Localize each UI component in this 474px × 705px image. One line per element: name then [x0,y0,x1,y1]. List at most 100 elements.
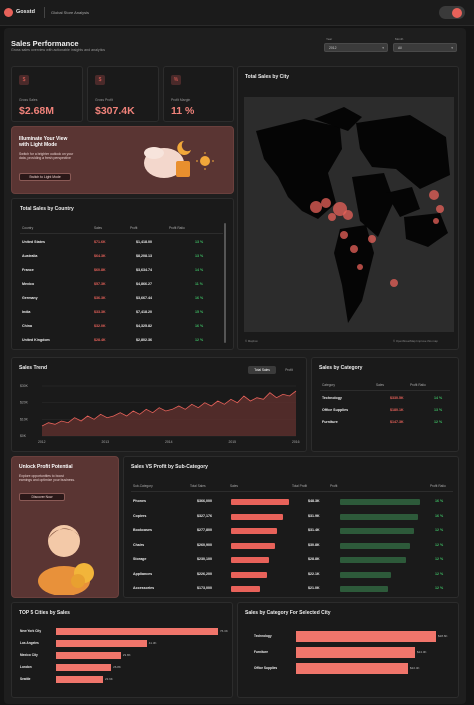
column-header[interactable]: Sales [376,383,384,387]
bar-row[interactable]: Los Angeles 41.3K [16,639,230,648]
bar-row[interactable]: Furniture $24.0K [242,647,456,659]
table-row[interactable]: Bookcases $277,800 $31.4K 12 % [131,525,453,537]
ratio-cell: 16 % [195,324,204,328]
sales-bar [231,586,260,592]
table-row[interactable]: United States $71.6K $1,418.00 13 % [20,237,223,249]
map-credit[interactable]: © OpenStreetMap Improve this map [393,339,438,343]
ratio-cell: 14 % [195,268,204,272]
column-header[interactable]: Profit Ratio [430,484,446,488]
subcategory-cell: Copiers [133,513,147,518]
table-row[interactable]: Accessories $173,000 $21.0K 12 % [131,583,453,595]
scrollbar[interactable] [224,223,226,343]
sales-cell: $57.3K [94,282,106,286]
table-row[interactable]: Australia $64.3K $8,208.13 13 % [20,251,223,263]
table-row[interactable]: Copiers $327,176 $31.9K 16 % [131,511,453,523]
bar-row[interactable]: Office Supplies $22.4K [242,663,456,675]
ratio-cell: 13 % [434,408,443,412]
card-title: Total Sales by City [245,74,290,80]
country-cell: Mexico [22,282,35,286]
profit-cell: $4,325.82 [136,324,152,328]
breadcrumb[interactable]: Global Store Analysis [51,10,90,15]
city-category-card: Sales by Category For Selected City Tech… [237,602,459,698]
table-row[interactable]: China $32.0K $4,325.82 16 % [20,321,223,333]
year-select[interactable]: 2012 ▾ [324,43,388,52]
sales-cell: $327,176 [197,513,212,518]
city-label: London [20,665,32,669]
ratio-cell: 12 % [435,557,444,561]
sales-cell: $32.0K [94,324,106,328]
profit-bar [340,528,414,534]
world-map[interactable] [244,97,454,332]
table-row[interactable]: Furniture $147.3K 12 % [320,418,450,428]
map-credit[interactable]: © Mapbox [245,339,258,343]
discover-now-button[interactable]: Discover Now [19,493,65,501]
tab-total-sales[interactable]: Total Sales [248,366,276,374]
profit-cell: $8,208.13 [136,254,152,258]
table-row[interactable]: Chairs $260,900 $30.8K 12 % [131,540,453,552]
bar-value: 41.3K [148,641,157,645]
profit-bar [340,586,388,592]
bar-row[interactable]: Technology $28.6K [242,631,456,643]
x-tick-label: 2016 [292,440,300,444]
column-header[interactable]: Country [22,226,34,230]
country-sales-card: Total Sales by Country Country Sales Pro… [11,198,234,350]
country-cell: India [22,310,31,314]
profit-cell: $31.9K [308,513,320,518]
column-header[interactable]: Profit Ratio [169,226,185,230]
kpi-card-gross-sales: $ Gross Sales $2.68M [11,66,83,122]
column-header[interactable]: Category [322,383,335,387]
city-map-card: Total Sales by City © Mapbox © OpenStree… [237,66,459,350]
profit-cell: $30.8K [308,542,320,547]
table-row[interactable]: Office Supplies $180.1K 13 % [320,406,450,416]
month-select[interactable]: All ▾ [393,43,457,52]
bar-value: 23.9K [104,677,113,681]
country-cell: France [22,268,34,272]
column-header[interactable]: Profit Ratio [410,383,426,387]
column-header[interactable]: Total Profit [292,484,308,488]
category-cell: Furniture [322,420,338,424]
ratio-cell: 16 % [435,513,444,518]
profit-cell: $3,634.74 [136,268,152,272]
table-row[interactable]: France $60.8K $3,634.74 14 % [20,265,223,277]
x-tick-label: 2013 [102,440,110,444]
profit-cell: $48.3K [308,499,320,503]
column-header[interactable]: Total Sales [190,484,206,488]
table-row[interactable]: Appliances $226,200 $22.1K 12 % [131,569,453,581]
profit-cell: $1,418.00 [136,240,152,244]
sales-cell: $226,200 [197,571,212,576]
switch-light-mode-button[interactable]: Switch to Light Mode [19,173,71,181]
chevron-down-icon: ▾ [382,46,384,50]
table-row[interactable]: Mexico $57.3K $4,866.27 11 % [20,279,223,291]
column-header[interactable]: Profit [130,226,138,230]
ratio-cell: 13 % [195,240,204,244]
city-bar [56,640,147,647]
bar-row[interactable]: Seattle 23.9K [16,675,230,684]
sales-cell: $366,000 [197,499,212,503]
column-header[interactable]: Sales [94,226,102,230]
month-select-value: All [398,46,402,50]
sales-bar [231,542,275,549]
table-row[interactable]: India $33.3K $7,418.20 15 % [20,307,223,319]
table-row[interactable]: Storage $230,100 $28.8K 12 % [131,554,453,566]
bar-row[interactable]: Mexico City 29.8K [16,651,230,660]
profit-bar [340,557,406,563]
theme-toggle[interactable] [439,6,465,19]
column-header[interactable]: Profit [330,484,338,488]
category-label: Furniture [254,650,268,654]
ratio-cell: 12 % [435,542,444,547]
tab-profit[interactable]: Profit [285,368,293,372]
bar-value: $28.6K [438,634,448,638]
column-header[interactable]: Sales [230,484,238,488]
table-row[interactable]: United Kingdom $28.4K $2,802.36 12 % [20,335,223,347]
table-row[interactable]: Phones $366,000 $48.3K 16 % [131,496,453,508]
bar-row[interactable]: New York City 76.3K [16,627,230,636]
x-tick-label: 2015 [229,440,237,444]
dollar-icon: $ [19,75,29,85]
table-row[interactable]: Germany $36.3K $3,667.44 16 % [20,293,223,305]
table-row[interactable]: Technology $330.5K 14 % [320,394,450,404]
subcategory-cell: Accessories [133,586,155,590]
x-tick-label: 2012 [38,440,46,444]
bar-row[interactable]: London 26.8K [16,663,230,672]
profit-cell: $22.1K [308,571,320,576]
column-header[interactable]: Sub-Category [133,484,153,488]
